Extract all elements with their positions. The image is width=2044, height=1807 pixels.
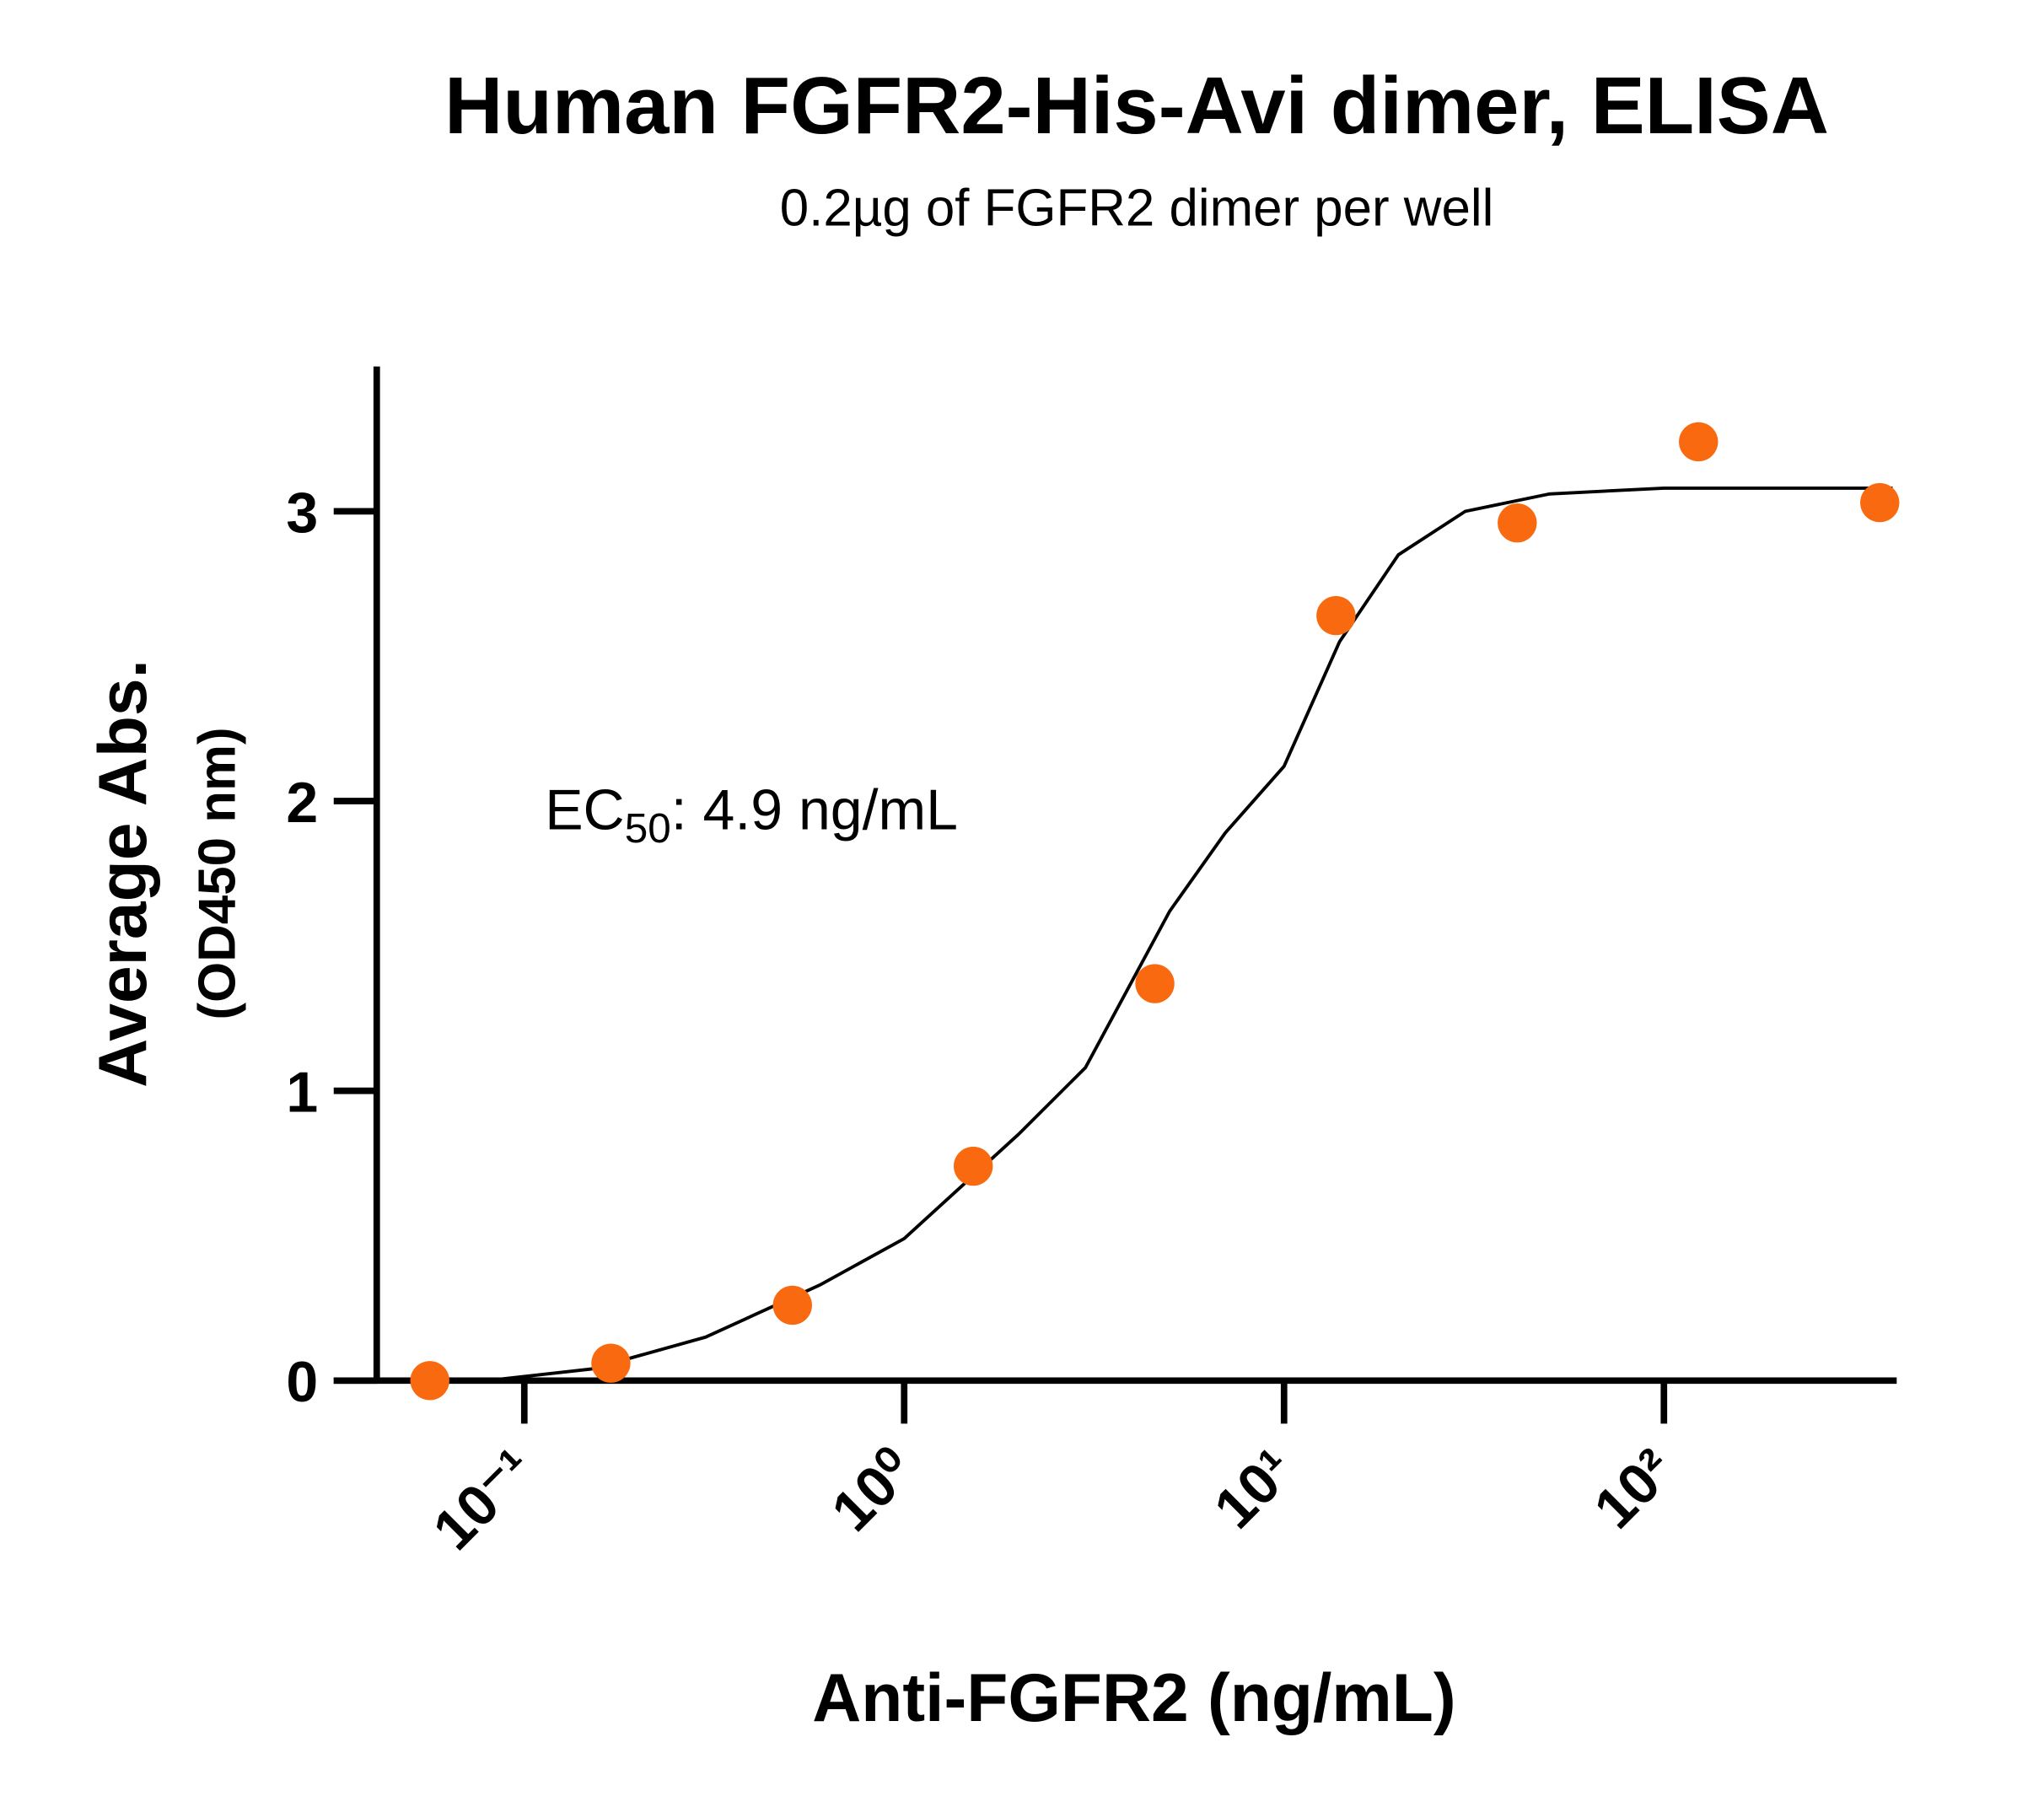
- x-tick-label: 10²: [1582, 1437, 1686, 1541]
- x-tick-label: 10¹: [1202, 1437, 1306, 1541]
- data-point: [1679, 422, 1719, 462]
- y-tick-label: 3: [286, 481, 318, 545]
- fit-curve: [487, 486, 1893, 1383]
- annotation-text: EC: [545, 777, 625, 842]
- data-point: [591, 1343, 631, 1383]
- annotation-subscript: 50: [625, 805, 671, 852]
- data-point: [772, 1285, 812, 1326]
- x-axis-label: Anti-FGFR2 (ng/mL): [812, 1660, 1455, 1736]
- annotation-text: : 4.9 ng/mL: [671, 777, 958, 842]
- annotation: EC50: 4.9 ng/mL: [545, 777, 958, 851]
- y-tick-label: 2: [286, 771, 318, 835]
- y-axis-label: (OD450 nm): [188, 727, 246, 1019]
- x-tick-label: 10⁰: [820, 1437, 927, 1544]
- data-point: [1316, 595, 1356, 636]
- data-point: [410, 1361, 449, 1401]
- data-point: [953, 1146, 993, 1186]
- data-point: [1135, 964, 1175, 1003]
- data-point: [1860, 482, 1900, 523]
- data-point: [1498, 503, 1537, 543]
- y-axis-label: Average Abs.: [85, 659, 161, 1088]
- x-tick-label: 10⁻¹: [421, 1437, 546, 1562]
- chart-title: Human FGFR2-His-Avi dimer, ELISA: [444, 61, 1829, 151]
- y-tick-label: 0: [286, 1350, 318, 1414]
- y-tick-label: 1: [286, 1060, 318, 1124]
- chart-subtitle: 0.2µg of FGFR2 dimer per well: [780, 180, 1494, 238]
